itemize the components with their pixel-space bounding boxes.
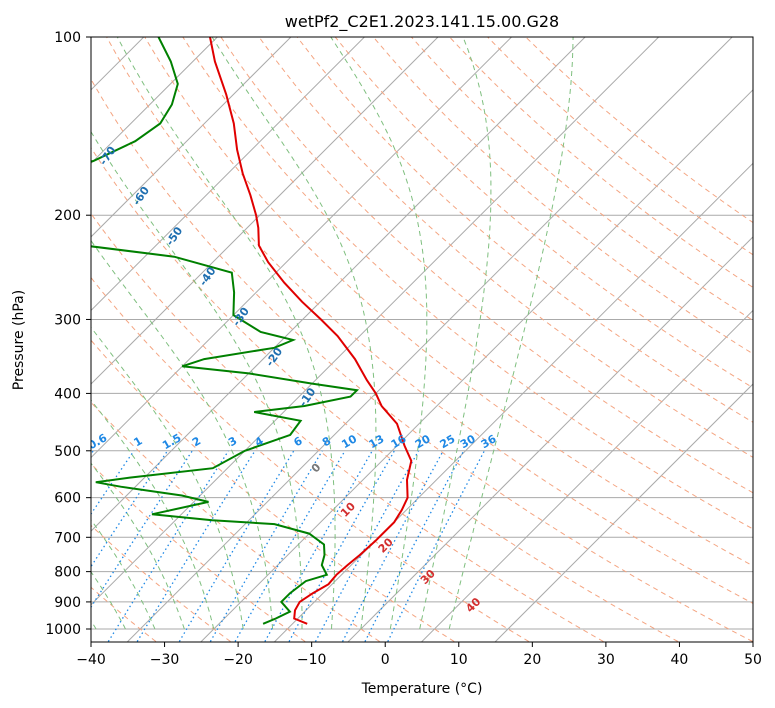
dry-adiabat-line: [91, 146, 679, 642]
dry-adiabat-line: [372, 37, 753, 355]
temperature-line: [209, 37, 413, 625]
mixing-ratio-line: [178, 450, 295, 642]
x-tick-label: 20: [523, 652, 541, 668]
plot-frame: [90, 36, 754, 643]
dry-adiabat-line: [296, 37, 753, 423]
dry-adiabat-line: [258, 37, 753, 458]
isotherm-line: [91, 37, 292, 238]
dry-adiabat-line: [182, 37, 753, 530]
moist-adiabat-line: [330, 37, 428, 630]
y-tick-label: 600: [54, 491, 81, 507]
mixing-ratio-line: [314, 450, 420, 642]
isotherm-line: [91, 37, 586, 532]
dry-adiabat-line: [91, 401, 380, 642]
x-tick-label: −20: [223, 652, 253, 668]
y-axis-title: Pressure (hPa): [11, 290, 27, 390]
y-tick-label: 500: [54, 444, 81, 460]
y-tick-label: 800: [54, 565, 81, 581]
chart-title: wetPf2_C2E1.2023.141.15.00.G28: [285, 12, 559, 32]
x-axis: −40 −30 −20 −10 0 10 20 30 40 50: [76, 642, 762, 668]
x-tick-label: −10: [297, 652, 327, 668]
dry-adiabat-line: [91, 276, 530, 642]
moist-adiabat-line: [211, 37, 377, 630]
dry-adiabat-line: [144, 37, 753, 567]
dry-adiabat-line: [106, 37, 753, 605]
dry-adiabat-line: [449, 37, 753, 288]
dry-adiabat-line: [91, 212, 604, 642]
y-tick-label: 100: [54, 30, 81, 46]
x-tick-label: 50: [744, 652, 762, 668]
y-tick-label: 400: [54, 386, 81, 402]
grid-lines: [91, 37, 753, 642]
isotherm-line: [91, 37, 660, 606]
y-axis: 1000 900 800 700 600 500 400 300 200 100: [45, 30, 91, 638]
isotherm-line: [91, 37, 512, 459]
y-tick-label: 200: [54, 208, 81, 224]
x-tick-label: −30: [150, 652, 180, 668]
y-tick-label: 1000: [45, 622, 81, 638]
dry-adiabat-line: [91, 339, 455, 642]
moist-adiabat-line: [116, 37, 336, 630]
moist-adiabat-line: [91, 519, 156, 630]
isotherm-line: [91, 37, 439, 385]
dry-adiabat-line: [91, 586, 157, 642]
isotherm-line: [421, 309, 753, 642]
adiabat-lines: [91, 37, 753, 642]
moist-adiabat-line: [91, 239, 274, 630]
x-tick-label: 40: [671, 652, 689, 668]
dewpoint-line: [91, 37, 360, 625]
moist-adiabat-line: [419, 37, 492, 630]
moist-adiabat-line: [91, 326, 244, 630]
moist-adiabat-line: [91, 571, 126, 630]
x-axis-title: Temperature (°C): [361, 681, 483, 697]
sounding-profiles: [91, 37, 413, 625]
mixing-ratio-line: [107, 450, 229, 642]
isotherm-line: [91, 37, 365, 312]
isotherm-line: [494, 383, 753, 642]
isotherm-line: [126, 37, 733, 642]
x-tick-label: 10: [450, 652, 468, 668]
dry-adiabat-line: [220, 37, 753, 494]
isotherm-line: [91, 37, 218, 165]
isotherm-line: [200, 89, 753, 642]
y-tick-label: 300: [54, 312, 81, 328]
x-tick-label: 30: [597, 652, 615, 668]
dry-adiabat-line: [91, 463, 306, 642]
x-tick-label: −40: [76, 652, 106, 668]
mixing-ratio-line: [91, 450, 169, 568]
y-tick-label: 700: [54, 530, 81, 546]
x-tick-label: 0: [381, 652, 390, 668]
mixing-ratio-line: [136, 450, 256, 642]
moist-adiabat-line: [91, 130, 303, 629]
y-tick-label: 900: [54, 595, 81, 611]
isotherm-line: [347, 236, 753, 642]
plot-area: 0.10.20.40.611.52346810131620253036-100-…: [91, 37, 753, 642]
mixing-ratio-line: [209, 450, 323, 642]
